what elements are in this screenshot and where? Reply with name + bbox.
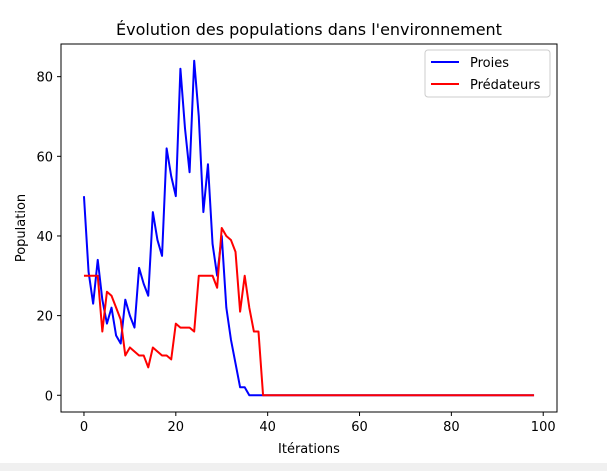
bottom-strip [0, 463, 607, 471]
axes-frame [60, 43, 558, 413]
y-tick-label: 20 [36, 310, 53, 325]
legend-label-proies: Proies [470, 56, 509, 71]
x-tick-label: 0 [80, 420, 88, 435]
legend: Proies Prédateurs [424, 49, 551, 98]
x-axis-label: Itérations [278, 442, 340, 457]
legend-label-predateurs: Prédateurs [470, 78, 541, 93]
series-line-predateurs [83, 227, 535, 397]
series-layer [82, 59, 535, 397]
x-tick-label: 100 [531, 420, 556, 435]
y-axis-label: Population [14, 194, 29, 262]
x-tick-label: 60 [351, 420, 368, 435]
y-tick-label: 0 [45, 389, 53, 404]
x-axis-ticks: 0 20 40 60 80 100 [80, 412, 556, 435]
x-tick-label: 80 [443, 420, 460, 435]
chart-title: Évolution des populations dans l'environ… [116, 20, 502, 39]
y-axis-ticks: 0 20 40 60 80 [36, 71, 61, 404]
y-tick-label: 60 [36, 150, 53, 165]
y-tick-label: 40 [36, 230, 53, 245]
x-tick-label: 40 [259, 420, 276, 435]
plot-area [60, 43, 558, 413]
x-tick-label: 20 [168, 420, 185, 435]
y-tick-label: 80 [36, 71, 53, 86]
